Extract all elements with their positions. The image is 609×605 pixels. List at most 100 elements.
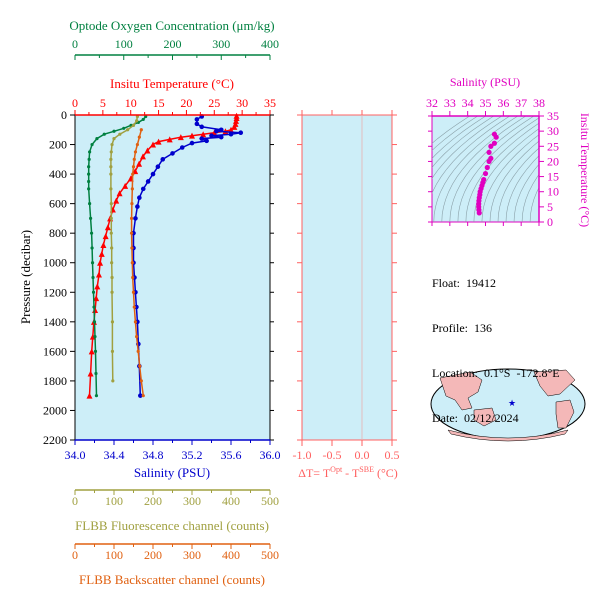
ts-point	[486, 158, 492, 165]
fluorescence-point	[112, 137, 116, 141]
temperature-point	[95, 271, 102, 278]
ts-density-contour	[441, 116, 526, 222]
temperature-point	[200, 131, 207, 138]
oxygen-point	[87, 165, 91, 169]
float-location-marker: ★	[508, 398, 516, 408]
ts-salinity-tick-label: 37	[515, 96, 527, 110]
temperature-point	[100, 242, 107, 248]
backscatter-point	[130, 261, 134, 265]
salinity-axis-tick-label: 35.2	[182, 448, 203, 462]
oxygen-point	[94, 394, 99, 398]
oxygen-point	[90, 142, 94, 147]
backscatter-axis-title: FLBB Backscatter channel (counts)	[79, 572, 265, 587]
salinity-point	[140, 186, 146, 192]
temperature-point	[132, 168, 139, 175]
ts-point	[493, 134, 499, 140]
oxygen-point	[92, 305, 96, 309]
salinity-axis: 34.0 34.4 34.8 35.2 35.6 36.0	[65, 439, 281, 462]
salinity-axis-title: Salinity (PSU)	[134, 465, 210, 480]
fluorescence-point	[135, 119, 139, 123]
salinity-point	[155, 164, 161, 170]
backscatter-point	[141, 394, 145, 398]
ts-point	[482, 170, 489, 177]
delta-tick-label: 0.5	[385, 448, 400, 462]
fluorescence-axis-tick-label: 400	[222, 494, 240, 508]
fluorescence-axis-title: FLBB Fluorescence channel (counts)	[75, 518, 269, 533]
pressure-axis-title: Pressure (decibar)	[18, 230, 33, 324]
ts-temperature-tick-label: 10	[547, 185, 559, 199]
temperature-point	[233, 114, 240, 121]
map-land-northamerica	[533, 369, 576, 397]
oxygen-point	[89, 231, 94, 235]
temperature-point	[233, 117, 240, 124]
map-land-antarctica	[447, 429, 569, 442]
ts-temperature-tick-label: 15	[547, 170, 559, 184]
oxygen-point	[87, 157, 91, 161]
salinity-point	[204, 138, 209, 144]
fluorescence-point	[109, 172, 113, 176]
salinity-axis-tick-label: 36.0	[260, 448, 281, 462]
pressure-tick-label: 1600	[43, 344, 67, 358]
oxygen-point	[87, 179, 91, 184]
ts-temperature-tick-label: 25	[547, 139, 559, 153]
fluorescence-point	[110, 275, 114, 280]
backscatter-point	[137, 135, 141, 139]
backscatter-point	[131, 165, 136, 169]
temperature-point	[189, 132, 195, 139]
salinity-point	[218, 127, 224, 133]
oxygen-axis-title: Optode Oxygen Concentration (μm/kg)	[69, 18, 274, 33]
temperature-axis-tick-label: 10	[125, 96, 137, 110]
oxygen-point	[94, 371, 98, 376]
oxygen-point	[91, 290, 96, 294]
ts-density-contour	[432, 116, 486, 159]
temperature-axis-tick-label: 20	[180, 96, 192, 110]
fluorescence-point	[109, 187, 113, 191]
fluorescence-point	[109, 157, 113, 161]
temperature-point	[155, 138, 162, 145]
fluorescence-point	[110, 290, 114, 294]
salinity-point	[194, 121, 200, 127]
oxygen-point	[87, 187, 91, 191]
temperature-point	[97, 259, 104, 266]
oxygen-point	[92, 320, 97, 324]
oxygen-point	[112, 129, 116, 133]
temperature-point	[136, 160, 143, 167]
backscatter-point	[131, 290, 136, 294]
temperature-point	[228, 126, 234, 133]
salinity-point	[133, 216, 138, 221]
delta-panel-background	[301, 114, 393, 441]
ts-temperature-tick-label: 5	[547, 200, 553, 214]
oxygen-axis-tick-label: 300	[212, 37, 230, 51]
temperature-axis-tick-label: 35	[264, 96, 276, 110]
fluorescence-axis: 0 100 200 300 400 500	[72, 489, 279, 508]
ts-salinity-tick-label: 38	[533, 96, 545, 110]
pressure-tick-label: 0	[61, 108, 67, 122]
backscatter-point	[132, 305, 136, 309]
ts-salinity-tick-label: 36	[497, 96, 509, 110]
float-row: Float: 19412	[432, 276, 497, 290]
salinity-point	[160, 157, 166, 162]
fluorescence-point	[110, 261, 114, 265]
backscatter-point	[132, 157, 136, 161]
backscatter-point	[131, 172, 135, 176]
pressure-tick-label: 1200	[43, 285, 67, 299]
ts-density-contour	[432, 116, 494, 168]
ts-point	[491, 140, 498, 146]
oxygen-point	[90, 246, 94, 250]
location-row: Location: 0.1°S -172.8°E	[432, 366, 560, 380]
map-land-asia	[439, 371, 483, 411]
ts-density-contour	[497, 147, 539, 222]
temperature-point	[231, 123, 238, 130]
backscatter-axis-tick-label: 100	[105, 548, 123, 562]
float-info: Float: 19412 Profile: 136 Location: 0.1°…	[432, 246, 560, 441]
oxygen-point	[90, 261, 95, 265]
fluorescence-point	[109, 216, 113, 221]
fluorescence-axis-tick-label: 100	[105, 494, 123, 508]
salinity-point	[214, 128, 219, 134]
ts-salinity-tick-label: 33	[444, 96, 456, 110]
salinity-axis-tick-label: 34.0	[65, 448, 86, 462]
fluorescence-point	[109, 165, 113, 169]
map-land-southamerica	[555, 399, 575, 429]
ts-density-contour	[489, 140, 539, 222]
